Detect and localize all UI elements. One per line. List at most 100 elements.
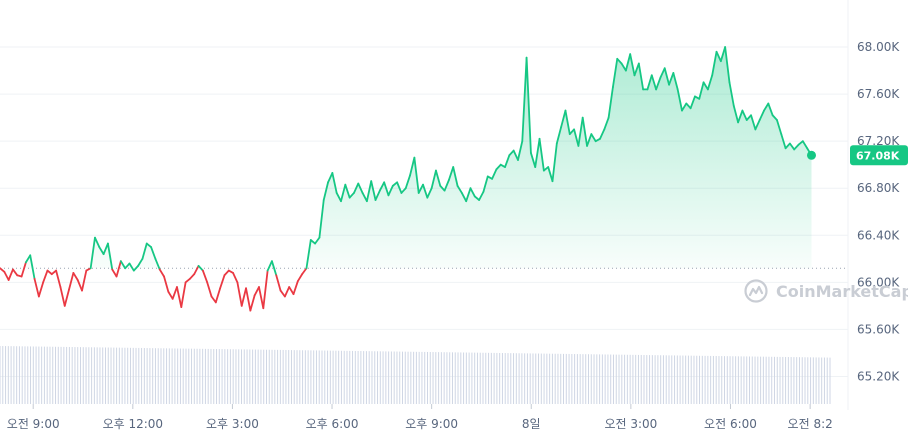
price-segment-up bbox=[473, 195, 481, 201]
price-segment-up bbox=[465, 187, 472, 203]
price-segment-up bbox=[460, 192, 468, 203]
price-segment-up bbox=[517, 140, 524, 161]
price-segment-down bbox=[279, 289, 286, 298]
price-segment-up bbox=[456, 184, 463, 194]
x-tick-label: 오후 6:00 bbox=[306, 417, 359, 431]
price-segment-down bbox=[163, 275, 170, 293]
price-segment-down bbox=[115, 260, 122, 278]
price-area-fill bbox=[0, 47, 812, 269]
price-segment-up bbox=[650, 74, 657, 91]
y-tick-label: 66.80K bbox=[857, 181, 900, 195]
price-segment-up bbox=[750, 114, 757, 131]
price-segment-up bbox=[107, 242, 114, 271]
x-tick-label: 오후 12:00 bbox=[103, 417, 163, 431]
price-segment-up bbox=[586, 133, 593, 147]
price-segment-up bbox=[124, 262, 131, 270]
price-segment-up bbox=[732, 104, 740, 124]
price-segment-down bbox=[296, 273, 304, 283]
price-segment-up bbox=[646, 74, 653, 91]
price-segment-up bbox=[672, 72, 679, 91]
price-segment-down bbox=[240, 287, 247, 307]
price-segment-up bbox=[413, 156, 420, 194]
price-segment-up bbox=[663, 67, 670, 86]
price-segment-up bbox=[309, 239, 316, 245]
price-segment-up bbox=[504, 154, 511, 168]
price-segment-up bbox=[573, 128, 580, 147]
price-segment-up bbox=[495, 163, 502, 171]
price-segment-up bbox=[89, 236, 96, 270]
price-segment-up bbox=[681, 102, 688, 112]
price-segment-up bbox=[521, 56, 528, 143]
price-segment-up bbox=[119, 260, 127, 270]
price-segment-down bbox=[292, 280, 299, 296]
price-segment-up bbox=[422, 183, 429, 199]
y-tick-label: 66.40K bbox=[857, 228, 900, 242]
price-segment-down bbox=[201, 269, 209, 284]
x-tick-label: 오후 9:00 bbox=[405, 417, 458, 431]
price-segment-up bbox=[387, 184, 394, 197]
coinmarketcap-logo-icon bbox=[744, 279, 768, 303]
price-segment-up bbox=[340, 183, 347, 203]
price-segment-up bbox=[754, 119, 761, 131]
price-segment-up bbox=[603, 116, 610, 131]
price-segment-up bbox=[719, 46, 727, 63]
price-segment-up bbox=[365, 180, 373, 203]
price-segment-up bbox=[128, 262, 135, 272]
price-segment-up bbox=[370, 180, 377, 201]
price-segment-up bbox=[581, 116, 588, 147]
price-segment-down bbox=[167, 290, 174, 300]
price-segment-down bbox=[158, 268, 165, 278]
price-segment-down bbox=[189, 273, 196, 280]
price-segment-up bbox=[711, 50, 718, 77]
x-tick-label: 오전 9:00 bbox=[7, 417, 60, 431]
price-segment-up bbox=[154, 257, 161, 271]
y-tick-label: 65.20K bbox=[857, 369, 900, 383]
price-segment-up bbox=[560, 109, 567, 128]
price-segment-up bbox=[590, 133, 597, 143]
price-segment-up bbox=[776, 119, 783, 136]
price-segment-down bbox=[171, 286, 178, 300]
price-segment-down bbox=[111, 268, 118, 278]
price-segment-down bbox=[63, 288, 70, 307]
price-segment-up bbox=[737, 109, 744, 124]
price-segment-up bbox=[318, 199, 325, 239]
price-segment-up bbox=[137, 257, 144, 267]
price-segment-up bbox=[607, 86, 614, 119]
price-segment-up bbox=[452, 166, 459, 187]
price-segment-up bbox=[141, 242, 148, 260]
price-segment-up bbox=[331, 172, 338, 194]
price-segment-up bbox=[637, 62, 645, 91]
price-segment-up bbox=[150, 246, 157, 260]
price-segment-down bbox=[55, 269, 62, 288]
price-segment-down bbox=[42, 269, 49, 284]
price-segment-up bbox=[784, 142, 791, 150]
price-segment-up bbox=[771, 114, 778, 121]
price-segment-up bbox=[508, 149, 515, 157]
price-segment-up bbox=[655, 76, 662, 91]
price-segment-down bbox=[12, 268, 19, 277]
price-segment-down bbox=[253, 286, 260, 297]
price-segment-up bbox=[758, 109, 765, 121]
price-segment-up bbox=[404, 174, 411, 190]
price-segment-up bbox=[763, 102, 770, 112]
price-segment-up bbox=[797, 140, 804, 146]
price-segment-up bbox=[789, 142, 796, 151]
price-segment-up bbox=[439, 184, 446, 192]
price-segment-down bbox=[37, 281, 45, 298]
price-segment-up bbox=[357, 182, 364, 194]
price-segment-up bbox=[322, 181, 329, 201]
y-tick-label: 67.60K bbox=[857, 87, 900, 101]
price-segment-up bbox=[530, 152, 537, 168]
y-tick-label: 67.20K bbox=[857, 134, 900, 148]
price-segment-down bbox=[68, 272, 75, 291]
price-segment-down bbox=[249, 294, 256, 312]
x-tick-label: 8일 bbox=[522, 417, 541, 431]
price-segment-down bbox=[180, 281, 187, 308]
price-segment-down bbox=[0, 267, 6, 273]
price-segment-down bbox=[223, 269, 230, 277]
price-segment-up bbox=[728, 81, 735, 107]
price-segment-down bbox=[72, 272, 79, 281]
price-segment-up bbox=[724, 46, 731, 84]
x-axis: 오전 9:00 오후 12:00 오후 3:00 오후 6:00 오후 9:00 8일 오전… bbox=[7, 404, 833, 431]
price-segment-up bbox=[448, 166, 455, 181]
